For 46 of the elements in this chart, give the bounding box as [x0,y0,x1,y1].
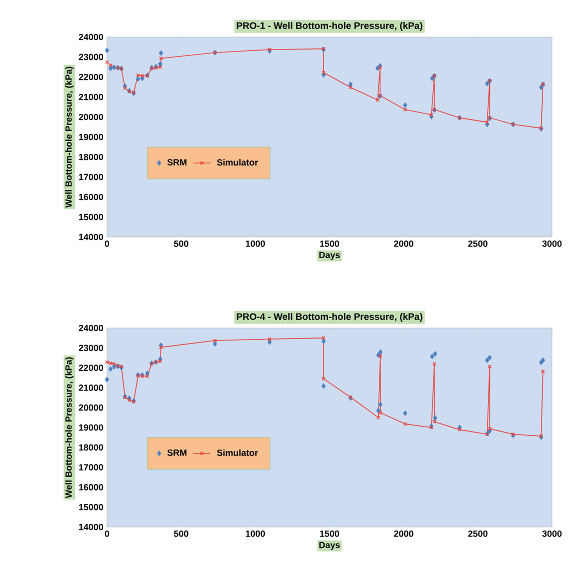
y-tick-label: 24000 [78,34,104,40]
x-tick-label: 1000 [246,240,265,247]
x-tick-label: 3000 [542,240,562,247]
y-tick-label: 20000 [78,404,104,411]
legend-label: SRM [167,159,186,166]
y-tick-label: 15000 [79,504,104,510]
x-tick-label: 500 [174,530,188,537]
y-tick-label: 24000 [78,324,104,332]
y-tick-label: 16000 [79,194,104,200]
y-tick-label: 15000 [79,214,104,220]
y-tick-label: 19000 [79,424,104,431]
y-tick-label: 16000 [79,484,104,490]
y-tick-label: 20000 [78,114,104,120]
y-tick-label: 22000 [78,364,104,371]
x-axis-title: Days [319,542,340,550]
y-tick-label: 22000 [78,74,104,80]
y-tick-label: 14000 [79,524,104,530]
y-tick-label: 23000 [78,54,104,60]
x-tick-label: 1500 [320,240,340,247]
y-tick-label: 14000 [79,234,104,240]
y-axis-title: Well Bottom-hole Pressure, (kPa) [65,357,74,498]
x-tick-label: 1000 [246,530,265,537]
y-tick-label: 23000 [78,344,104,352]
x-tick-label: 500 [174,240,188,247]
y-tick-label: 17000 [79,464,104,470]
x-tick-label: 0 [104,240,110,247]
y-tick-label: 18000 [79,444,104,451]
x-axis-title: Days [319,252,340,260]
x-tick-label: 2000 [394,530,414,537]
y-tick-label: 18000 [79,154,104,160]
legend-label: Simulator [217,449,258,456]
x-tick-label: 1500 [320,530,340,537]
y-tick-label: 21000 [78,384,104,391]
legend-label: Simulator [217,158,258,166]
chart-title: PRO-1 - Well Bottom-hole Pressure, (kPa) [236,22,422,31]
y-tick-label: 19000 [79,134,104,140]
x-tick-label: 2500 [468,240,488,247]
x-tick-label: 2000 [394,240,414,247]
y-axis-title: Well Bottom-hole Pressure, (kPa) [65,66,74,208]
x-tick-label: 3000 [542,530,562,537]
y-tick-label: 17000 [79,174,104,180]
legend-label: SRM [167,449,186,456]
y-tick-label: 21000 [78,94,104,100]
chart-title: PRO-4 - Well Bottom-hole Pressure, (kPa) [236,313,422,322]
x-tick-label: 0 [104,530,110,537]
x-tick-label: 2500 [468,530,488,537]
